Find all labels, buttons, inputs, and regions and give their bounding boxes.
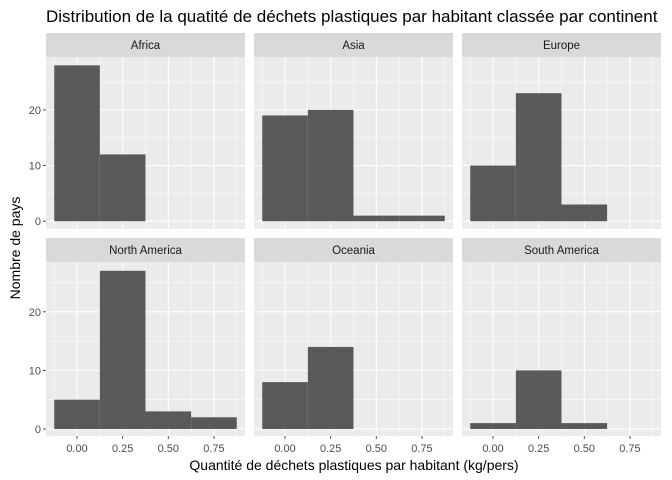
- histogram-bar-oceania-0: [262, 382, 308, 429]
- facet-strip-label: Europe: [543, 40, 580, 52]
- y-tick-label: 0: [35, 424, 41, 436]
- histogram-bar-south-america-2: [561, 423, 608, 429]
- chart-title: Distribution de la quatité de déchets pl…: [46, 7, 658, 26]
- x-tick-label: 0.00: [482, 443, 503, 455]
- histogram-bar-north-america-0: [54, 399, 100, 429]
- facet-panel-oceania: Oceania 0.00 0.25 0.50 0.75: [254, 238, 453, 455]
- y-tick-label: 10: [29, 161, 41, 173]
- facet-strip-background: [254, 238, 453, 262]
- facet-strip-label: Asia: [342, 40, 365, 52]
- histogram-bar-asia-2: [353, 215, 400, 222]
- facet-strip-label: Africa: [131, 40, 161, 52]
- y-tick-label: 20: [29, 105, 41, 117]
- facet-panels: Africa 0 10 20 Asia Europe North America 0 10 20 0…: [29, 33, 661, 455]
- facet-panel-europe: Europe: [462, 33, 661, 229]
- histogram-bar-europe-2: [561, 204, 608, 222]
- histogram-bar-europe-1: [515, 93, 562, 222]
- x-tick-label: 0.50: [366, 443, 387, 455]
- x-tick-label: 0.75: [203, 443, 224, 455]
- histogram-bar-oceania-1: [307, 346, 354, 429]
- histogram-bar-europe-0: [470, 165, 516, 222]
- histogram-bar-north-america-2: [145, 411, 192, 429]
- facet-panel-africa: Africa 0 10 20: [29, 33, 245, 229]
- facet-strip-background: [46, 238, 245, 262]
- y-tick-label: 0: [35, 216, 41, 228]
- y-tick-label: 20: [29, 307, 41, 319]
- histogram-bar-north-america-3: [191, 417, 237, 429]
- facet-panel-asia: Asia: [254, 33, 453, 229]
- histogram-bar-africa-0: [54, 65, 100, 222]
- y-tick-label: 10: [29, 365, 41, 377]
- x-tick-label: 0.50: [158, 443, 179, 455]
- x-tick-label: 0.50: [574, 443, 595, 455]
- histogram-bar-asia-1: [307, 109, 354, 222]
- y-axis-label: Nombre de pays: [7, 197, 23, 300]
- facet-panel-north-america: North America 0 10 20 0.00 0.25 0.50 0.75: [29, 238, 245, 455]
- x-tick-label: 0.00: [274, 443, 295, 455]
- facet-strip-background: [46, 33, 245, 57]
- facet-panel-south-america: South America 0.00 0.25 0.50 0.75: [462, 238, 661, 455]
- x-tick-label: 0.00: [66, 443, 87, 455]
- facet-strip-background: [462, 33, 661, 57]
- x-tick-label: 0.25: [320, 443, 341, 455]
- histogram-bar-north-america-1: [99, 270, 146, 429]
- x-tick-label: 0.75: [411, 443, 432, 455]
- x-tick-label: 0.25: [112, 443, 133, 455]
- x-tick-label: 0.25: [528, 443, 549, 455]
- facet-strip-background: [462, 238, 661, 262]
- facet-strip-label: North America: [109, 245, 182, 257]
- histogram-bar-south-america-1: [515, 370, 562, 429]
- histogram-bar-asia-3: [399, 215, 445, 222]
- histogram-bar-south-america-0: [470, 423, 516, 429]
- facet-strip-label: Oceania: [332, 245, 375, 257]
- histogram-bar-africa-1: [99, 154, 146, 222]
- x-tick-label: 0.75: [619, 443, 640, 455]
- histogram-bar-asia-0: [262, 115, 308, 222]
- facet-strip-label: South America: [524, 245, 599, 257]
- x-axis-label: Quantité de déchets plastiques par habit…: [189, 457, 518, 473]
- facet-strip-background: [254, 33, 453, 57]
